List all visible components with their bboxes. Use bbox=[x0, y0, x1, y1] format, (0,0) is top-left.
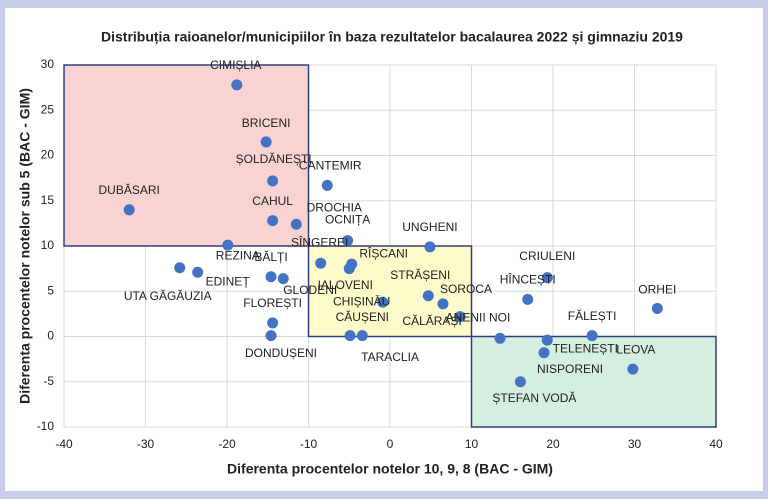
point-label: SÎNGEREI bbox=[291, 234, 348, 249]
point bbox=[586, 330, 598, 342]
y-axis-label: Diferenta procentelor notelor sub 5 (BAC… bbox=[17, 88, 33, 404]
x-tick-label: -40 bbox=[55, 437, 73, 451]
y-tick-label: 30 bbox=[41, 57, 55, 71]
point bbox=[514, 376, 526, 388]
point bbox=[454, 311, 466, 323]
point-label: BRICENI bbox=[242, 116, 291, 130]
point-label: OCNIȚA bbox=[325, 213, 370, 227]
point-label: CRIULENI bbox=[519, 249, 575, 263]
point bbox=[344, 330, 356, 342]
point bbox=[522, 293, 534, 305]
point bbox=[267, 175, 279, 187]
region bbox=[307, 245, 473, 338]
point bbox=[315, 257, 327, 269]
x-tick-label: 0 bbox=[387, 437, 394, 451]
point-label: FĂLEȘTI bbox=[568, 308, 617, 323]
point-label: REZINA bbox=[216, 248, 260, 262]
point-label: SOROCA bbox=[440, 282, 492, 296]
point bbox=[123, 204, 135, 216]
point bbox=[343, 263, 355, 275]
point bbox=[422, 290, 434, 302]
point-label: GLODENI bbox=[283, 283, 337, 297]
point bbox=[321, 179, 333, 191]
point-label: RÎȘCANI bbox=[359, 245, 408, 260]
y-tick-label: -5 bbox=[43, 374, 54, 388]
point-label: UNGHENI bbox=[402, 220, 457, 234]
point bbox=[267, 215, 279, 227]
point-label: DROCHIA bbox=[307, 200, 362, 214]
point-label: CIMIȘLIA bbox=[210, 58, 261, 72]
x-tick-label: 10 bbox=[465, 437, 479, 451]
point-label: STRĂȘENI bbox=[390, 267, 450, 282]
y-tick-label: 5 bbox=[47, 283, 54, 297]
y-tick-label: 0 bbox=[47, 329, 54, 343]
region bbox=[63, 64, 310, 247]
point-label: ȘTEFAN VODĂ bbox=[492, 390, 576, 405]
point bbox=[265, 271, 277, 283]
point-label: HÎNCEȘTI bbox=[500, 272, 556, 287]
point bbox=[265, 330, 277, 342]
x-tick-label: 40 bbox=[709, 437, 723, 451]
point bbox=[424, 241, 436, 253]
point bbox=[437, 298, 449, 310]
chart-title: Distribuția raioanelor/municipiilor în b… bbox=[101, 29, 683, 45]
x-axis-label: Diferenta procentelor notelor 10, 9, 8 (… bbox=[227, 461, 553, 477]
point bbox=[277, 273, 289, 285]
point-label: DONDUȘENI bbox=[245, 346, 317, 360]
y-tick-label: 15 bbox=[41, 193, 55, 207]
point-label: CĂUȘENI bbox=[336, 309, 389, 324]
point-label: EDINEȚ bbox=[206, 274, 251, 288]
point-label: FLOREȘTI bbox=[243, 296, 302, 310]
point-label: TELENEȘTI bbox=[553, 341, 618, 355]
point bbox=[260, 136, 272, 148]
point-label: CĂLĂRAȘI bbox=[402, 313, 461, 328]
y-tick-label: -10 bbox=[37, 419, 55, 433]
point bbox=[222, 239, 234, 251]
point-label: LEOVA bbox=[616, 342, 655, 356]
point bbox=[231, 79, 243, 91]
point-label: ORHEI bbox=[638, 283, 676, 297]
point bbox=[356, 330, 368, 342]
point-label: DUBĂSARI bbox=[99, 182, 160, 197]
y-tick-label: 25 bbox=[41, 102, 55, 116]
point bbox=[377, 296, 389, 308]
point bbox=[174, 262, 186, 274]
x-tick-label: -20 bbox=[218, 437, 236, 451]
point bbox=[541, 272, 553, 284]
x-tick-label: -10 bbox=[300, 437, 318, 451]
point-label: CAHUL bbox=[252, 194, 293, 208]
point bbox=[267, 317, 279, 329]
x-tick-label: -30 bbox=[137, 437, 155, 451]
point bbox=[651, 302, 663, 314]
point bbox=[192, 266, 204, 278]
point bbox=[342, 235, 354, 247]
point bbox=[541, 334, 553, 346]
point-label: CHIȘINĂU bbox=[333, 293, 390, 308]
x-tick-label: 30 bbox=[628, 437, 642, 451]
point-label: TARACLIA bbox=[361, 350, 419, 364]
point-label: NISPORENI bbox=[537, 362, 603, 376]
y-tick-label: 10 bbox=[41, 238, 55, 252]
y-tick-label: 20 bbox=[41, 148, 55, 162]
point bbox=[494, 332, 506, 344]
point-label: UTA GĂGĂUZIA bbox=[124, 288, 212, 303]
point bbox=[290, 218, 302, 230]
point-label: ȘOLDĂNEȘTI bbox=[236, 151, 312, 166]
point bbox=[538, 347, 550, 359]
point-label: IALOVENI bbox=[318, 278, 373, 292]
x-tick-label: 20 bbox=[546, 437, 560, 451]
point-label: ANENII NOI bbox=[446, 310, 511, 324]
point-label: CANTEMIR bbox=[299, 159, 362, 173]
point-label: BĂLȚI bbox=[254, 249, 287, 264]
point bbox=[627, 363, 639, 375]
